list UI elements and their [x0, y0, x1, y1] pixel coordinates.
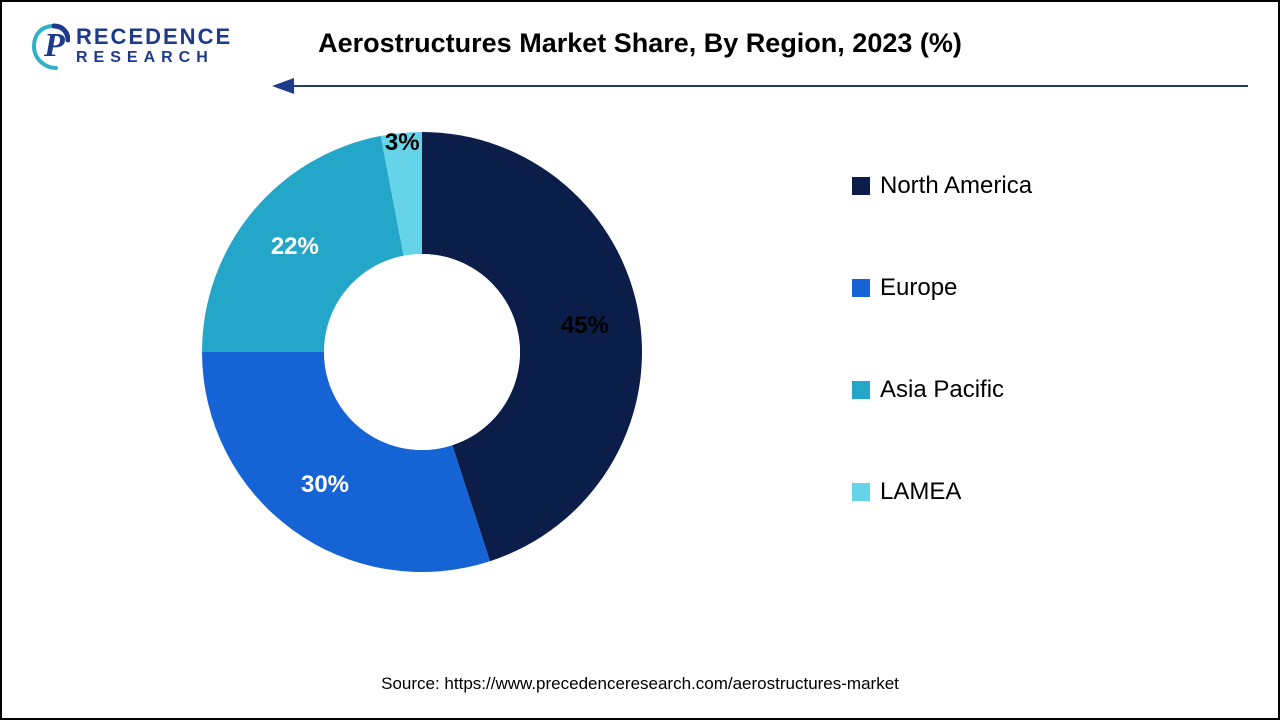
legend-label-2: Asia Pacific	[880, 376, 1004, 404]
legend-item-1: Europe	[852, 274, 1032, 302]
arrow-icon	[272, 76, 1252, 96]
chart-frame: P RECEDENCE RESEARCH Aerostructures Mark…	[0, 0, 1280, 720]
legend-item-2: Asia Pacific	[852, 376, 1032, 404]
legend-label-3: LAMEA	[880, 478, 961, 506]
donut-hole	[324, 254, 520, 450]
divider-arrow	[272, 76, 1248, 101]
legend-swatch-1	[852, 279, 870, 297]
chart-legend: North America Europe Asia Pacific LAMEA	[852, 172, 1032, 506]
source-citation: Source: https://www.precedenceresearch.c…	[2, 674, 1278, 694]
donut-chart: 45%30%22%3%	[192, 122, 652, 582]
legend-label-0: North America	[880, 172, 1032, 200]
legend-item-0: North America	[852, 172, 1032, 200]
legend-item-3: LAMEA	[852, 478, 1032, 506]
legend-swatch-3	[852, 483, 870, 501]
legend-swatch-0	[852, 177, 870, 195]
legend-swatch-2	[852, 381, 870, 399]
legend-label-1: Europe	[880, 274, 957, 302]
chart-title: Aerostructures Market Share, By Region, …	[2, 28, 1278, 59]
donut-chart-svg	[192, 122, 652, 582]
